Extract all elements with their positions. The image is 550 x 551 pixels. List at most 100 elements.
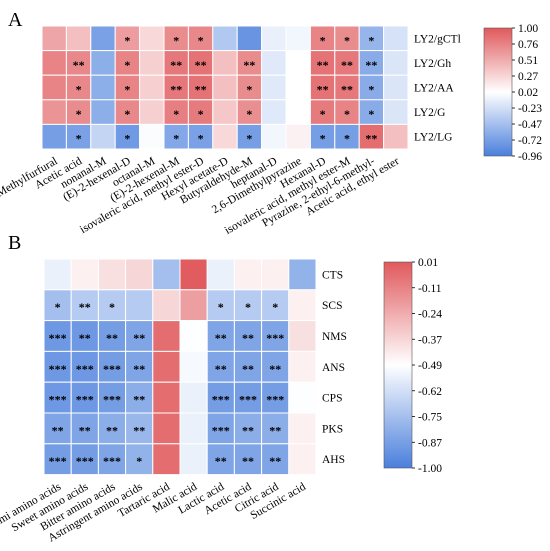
heatmap-cell [334,99,360,125]
heatmap-cell [285,50,311,76]
colorbar-tick-label: -0.87 [418,437,442,449]
significance-mark: * [198,33,204,47]
heatmap-cell [97,443,127,476]
colorbar-tick-label: -0.11 [418,283,442,295]
significance-mark: * [344,107,350,121]
colorbar-scale [383,261,413,469]
heatmap-cell [261,99,287,125]
significance-mark: * [320,33,326,47]
heatmap-cell [139,123,165,150]
heatmap-cell [309,50,336,76]
heatmap-cell [261,74,287,101]
significance-mark: *** [103,393,121,407]
heatmap-cell [43,350,72,383]
colorbar-tick-label: -1.00 [418,463,442,475]
heatmap-cell [43,258,72,291]
significance-mark: * [368,83,374,97]
row-label: AHS [322,454,345,466]
significance-mark: * [76,132,82,146]
significance-mark: * [173,107,179,121]
significance-mark: * [76,83,82,97]
significance-mark: *** [103,454,121,468]
heatmap-cell [43,412,72,445]
heatmap-cell [41,99,67,125]
significance-mark: * [344,132,350,146]
heatmap-cell [97,412,127,445]
significance-mark: * [272,300,278,314]
heatmap-cell [90,25,116,52]
significance-mark: * [124,58,130,72]
significance-mark: * [76,107,82,121]
colorbar-tick-label: 0.76 [518,39,538,51]
heatmap-cell [125,258,154,291]
colorbar-tick-label: -0.96 [518,151,542,163]
significance-mark: *** [76,362,94,376]
heatmap-cell [309,123,336,150]
heatmap-cell [261,50,287,76]
row-label: NMS [322,331,347,343]
heatmap-cell [334,123,360,150]
heatmap-cell [179,381,208,414]
heatmap-cell [139,50,165,76]
heatmap-cell [285,99,311,125]
significance-mark: * [218,300,224,314]
significance-mark: * [124,132,130,146]
significance-mark: *** [49,454,67,468]
row-label: SCS [322,300,342,312]
significance-mark: * [55,300,61,314]
heatmap-cell [152,381,181,414]
significance-mark: *** [212,423,230,437]
significance-mark: ** [243,58,255,72]
colorbar-tick-label: 0.02 [518,87,538,99]
heatmap-cell [65,25,92,52]
heatmap-cell [41,25,67,52]
significance-mark: *** [49,331,67,345]
significance-mark: *** [239,393,257,407]
significance-mark: *** [266,331,284,345]
heatmap-cell [285,25,311,52]
heatmap-cell [309,74,336,101]
heatmap-cell [152,412,181,445]
heatmap-cell [261,25,287,52]
row-label: LY2/AA [414,83,454,95]
heatmap-cell [90,74,116,101]
significance-mark: ** [106,331,118,345]
heatmap-cell [179,258,208,291]
heatmap-cell [97,320,127,352]
significance-mark: ** [215,362,227,376]
heatmap-cell [288,412,317,445]
heatmap-cell [43,320,72,352]
significance-mark: ** [341,83,353,97]
significance-mark: * [245,300,251,314]
significance-mark: ** [269,362,281,376]
heatmap-cell [152,443,181,476]
heatmap-cell [212,50,238,76]
significance-mark: ** [365,132,377,146]
significance-mark: * [173,132,179,146]
row-label: ANS [322,362,345,374]
significance-mark: ** [269,423,281,437]
panel-label-b: B [8,232,21,254]
heatmap-cell [114,74,141,101]
heatmap-cell [152,320,181,352]
significance-mark: * [109,300,115,314]
heatmap-cell [212,99,238,125]
heatmap-a: * * * * * *** * ** ** ** ** ** *** * ** ** * ** ** ** * * * * * *… [0,25,461,237]
significance-mark: ** [195,83,207,97]
row-label: LY2/gCTl [414,33,461,45]
heatmap-cell [70,443,99,476]
heatmap-cell [125,320,154,352]
significance-mark: * [124,83,130,97]
heatmap-cell [139,25,165,52]
significance-mark: ** [73,58,85,72]
colorbar-a: 1.00 0.76 0.51 0.27 0.02 -0.23 -0.47 -0.72 -0.96 [483,23,542,163]
significance-mark: * [246,132,252,146]
colorbar-b: 0.01 -0.11 -0.24 -0.37 -0.49 -0.62 -0.75 -0.87 -… [383,257,442,475]
heatmap-cell [206,412,235,445]
heatmap-cell [383,74,409,101]
heatmap-cell [90,50,116,76]
heatmap-cell [90,99,116,125]
significance-mark: ** [133,423,145,437]
significance-mark: *** [212,393,230,407]
panel-label-a: A [8,9,23,31]
